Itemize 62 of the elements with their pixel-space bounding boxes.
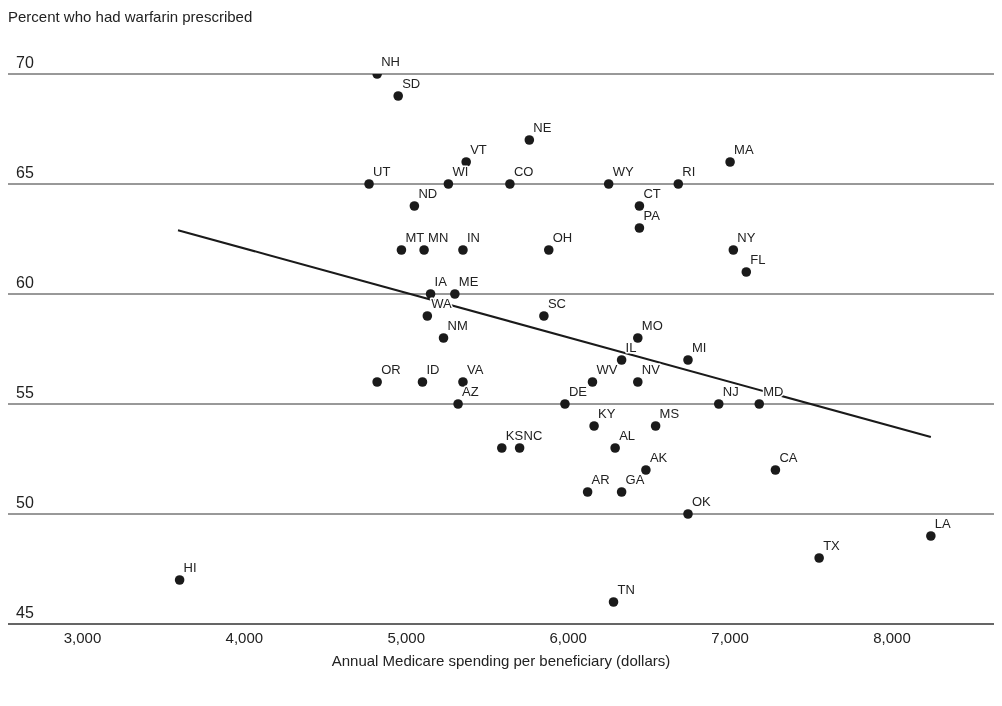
- annotation: OH: [552, 230, 573, 245]
- y-tick-label: 50: [16, 494, 34, 511]
- annotation: RI: [682, 164, 696, 179]
- annotation: PA: [643, 208, 661, 223]
- annotation: CT: [643, 186, 661, 201]
- annotation: IL: [625, 340, 637, 355]
- y-tick-label: 70: [16, 54, 34, 71]
- annotation: VT: [470, 142, 487, 157]
- x-tick-label: 7,000: [711, 628, 749, 646]
- annotation: ID: [426, 362, 440, 377]
- annotation: MI: [692, 340, 707, 355]
- annotation: KY: [598, 406, 616, 421]
- annotation: MS: [659, 406, 680, 421]
- x-tick-label: 3,000: [63, 628, 102, 646]
- x-tick-label: 5,000: [387, 628, 426, 646]
- annotation: GA: [625, 472, 645, 487]
- annotation: CA: [779, 450, 798, 465]
- x-tick-label: 6,000: [549, 628, 587, 646]
- annotation: NJ: [722, 384, 739, 399]
- annotation: LA: [934, 516, 952, 531]
- annotation: AR: [591, 472, 610, 487]
- annotation: AL: [619, 428, 636, 443]
- annotation: ME: [458, 274, 479, 289]
- annotation: SD: [402, 76, 421, 91]
- annotation: IA: [434, 274, 448, 289]
- chart-title: Percent who had warfarin prescribed: [8, 8, 254, 27]
- x-tick-label: 8,000: [873, 628, 911, 646]
- annotation: HI: [183, 560, 197, 575]
- annotation: NH: [381, 54, 400, 69]
- annotation: MO: [641, 318, 663, 333]
- annotation: OR: [381, 362, 401, 377]
- annotation: WV: [596, 362, 618, 377]
- annotation: MT: [405, 230, 425, 245]
- annotation: NV: [641, 362, 661, 377]
- annotation: MA: [734, 142, 754, 157]
- annotation: WI: [452, 164, 469, 179]
- y-tick-label: 45: [16, 604, 34, 621]
- annotation: VA: [466, 362, 484, 377]
- annotation: ND: [418, 186, 438, 201]
- x-tick-label: 4,000: [225, 628, 264, 646]
- annotation: DE: [568, 384, 588, 399]
- annotation: NY: [737, 230, 756, 245]
- annotation: OK: [692, 494, 712, 509]
- annotation: CO: [513, 164, 534, 179]
- annotation: WY: [612, 164, 634, 179]
- annotation: MN: [428, 230, 449, 245]
- annotation: NE: [533, 120, 552, 135]
- annotation: NC: [523, 428, 543, 443]
- annotation: IN: [466, 230, 480, 245]
- annotation: KS: [505, 428, 524, 443]
- annotation: NM: [447, 318, 468, 333]
- annotation: TX: [823, 538, 841, 553]
- annotation: UT: [373, 164, 391, 179]
- annotation: AK: [649, 450, 668, 465]
- y-tick-label: 60: [16, 274, 34, 291]
- annotation: SC: [547, 296, 566, 311]
- y-tick-label: 65: [16, 164, 34, 181]
- y-tick-label: 55: [16, 384, 34, 401]
- annotation: AZ: [462, 384, 479, 399]
- annotation: FL: [750, 252, 766, 267]
- annotation: TN: [617, 582, 635, 597]
- x-axis-title: Annual Medicare spending per beneficiary (dollars): [330, 652, 672, 669]
